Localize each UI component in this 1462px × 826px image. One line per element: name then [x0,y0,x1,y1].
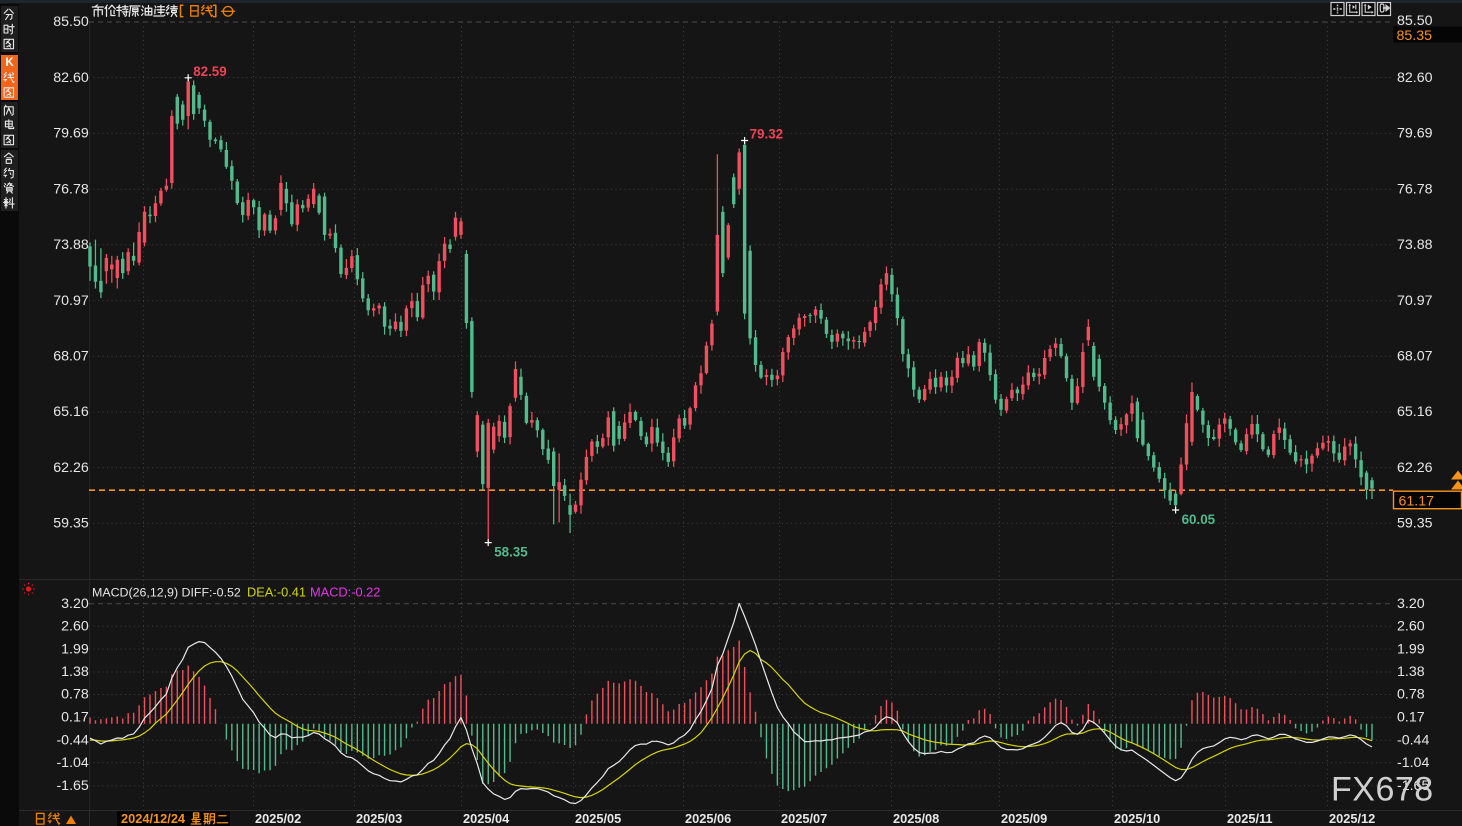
svg-text:70.97: 70.97 [53,293,89,309]
svg-text:0.17: 0.17 [1397,710,1425,726]
svg-text:0.78: 0.78 [61,687,89,703]
svg-text:2025/04: 2025/04 [463,811,510,826]
svg-text:-1.65: -1.65 [56,778,88,794]
svg-text:82.59: 82.59 [193,64,227,79]
svg-text:68.07: 68.07 [1397,348,1433,364]
svg-text:76.78: 76.78 [53,181,89,197]
svg-text:58.35: 58.35 [494,545,528,560]
svg-text:76.78: 76.78 [1397,181,1433,197]
svg-text:2025/08: 2025/08 [893,811,939,826]
svg-text:2025/03: 2025/03 [356,811,402,826]
svg-text:2025/02: 2025/02 [255,811,301,826]
svg-text:2.60: 2.60 [61,618,89,634]
svg-text:61.17: 61.17 [1399,493,1435,509]
svg-text:DEA:-0.41: DEA:-0.41 [247,585,306,600]
svg-text:-1.04: -1.04 [56,755,88,771]
svg-text:2024/12/24: 2024/12/24 [121,811,186,826]
svg-text:62.26: 62.26 [1397,460,1433,476]
svg-text:85.35: 85.35 [1397,28,1433,44]
svg-text:-0.44: -0.44 [1397,733,1429,749]
svg-text:65.16: 65.16 [1397,404,1433,420]
svg-text:2025/10: 2025/10 [1114,811,1160,826]
svg-text:79.32: 79.32 [750,127,784,142]
svg-text:82.60: 82.60 [53,70,89,86]
svg-text:0.17: 0.17 [61,710,89,726]
svg-text:85.50: 85.50 [53,14,89,30]
svg-text:59.35: 59.35 [53,516,89,532]
svg-text:73.88: 73.88 [53,237,89,253]
svg-text:0.78: 0.78 [1397,687,1425,703]
svg-text:-1.65: -1.65 [1397,778,1429,794]
svg-text:2025/06: 2025/06 [685,811,731,826]
svg-text:1.38: 1.38 [1397,664,1425,680]
svg-text:2025/05: 2025/05 [575,811,621,826]
svg-text:82.60: 82.60 [1397,70,1433,86]
svg-text:3.20: 3.20 [1397,596,1425,612]
svg-text:68.07: 68.07 [53,348,89,364]
svg-text:2025/09: 2025/09 [1001,811,1047,826]
svg-text:79.69: 79.69 [53,126,89,142]
svg-text:73.88: 73.88 [1397,237,1433,253]
svg-text:1.99: 1.99 [61,641,89,657]
svg-text:2025/07: 2025/07 [781,811,827,826]
svg-text:60.05: 60.05 [1182,512,1216,527]
svg-text:MACD(26,12,9) DIFF:-0.52: MACD(26,12,9) DIFF:-0.52 [92,586,241,600]
svg-text:-0.44: -0.44 [56,733,88,749]
svg-text:K: K [5,57,14,69]
svg-text:MACD:-0.22: MACD:-0.22 [310,585,380,600]
svg-text:70.97: 70.97 [1397,293,1433,309]
svg-text:85.50: 85.50 [1397,13,1433,29]
svg-text:2025/11: 2025/11 [1227,811,1273,826]
svg-text:1.38: 1.38 [61,664,89,680]
svg-text:-1.04: -1.04 [1397,755,1429,771]
svg-text:2.60: 2.60 [1397,618,1425,634]
svg-text:2025/12: 2025/12 [1329,811,1375,826]
svg-text:79.69: 79.69 [1397,126,1433,142]
svg-text:62.26: 62.26 [53,460,89,476]
svg-text:65.16: 65.16 [53,404,89,420]
svg-text:3.20: 3.20 [61,596,89,612]
svg-text:FX678: FX678 [1331,771,1434,809]
svg-text:59.35: 59.35 [1397,516,1433,532]
svg-text:1.99: 1.99 [1397,641,1425,657]
